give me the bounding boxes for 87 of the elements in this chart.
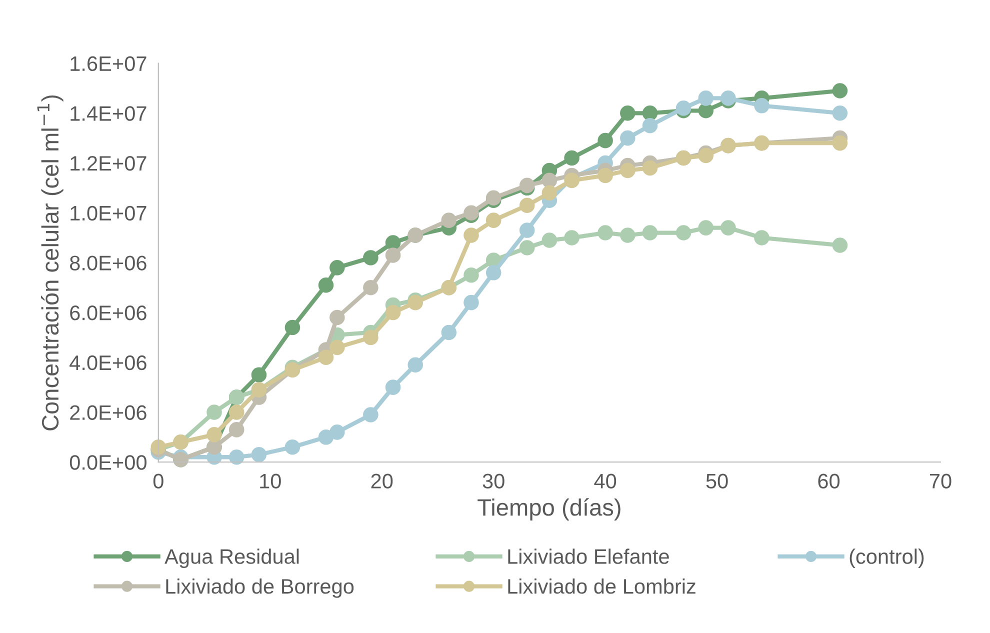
point — [564, 230, 580, 246]
x-axis-title: Tiempo (días) — [478, 498, 620, 520]
legend-label: Lixiviado de Lombriz — [508, 578, 696, 594]
y-tick-label: 1.2E+07 — [70, 156, 146, 171]
point — [408, 357, 424, 373]
point — [698, 90, 714, 106]
point — [330, 260, 345, 276]
y-tick-label: 4.0E+06 — [70, 355, 146, 370]
x-tick-label: 0 — [153, 474, 164, 489]
point — [385, 380, 401, 395]
y-tick-label: 8.0E+06 — [70, 256, 146, 270]
y-tick-label: 0.0E+00 — [70, 455, 146, 470]
legend-label: (control) — [850, 548, 924, 568]
point — [486, 265, 502, 280]
legend-label: Lixiviado de Borrego — [166, 578, 354, 598]
y-tick-label: 1.4E+07 — [70, 106, 146, 121]
point — [620, 162, 636, 178]
point — [519, 198, 535, 214]
point — [519, 240, 535, 256]
y-tick-label: 2.0E+06 — [70, 405, 146, 420]
point — [318, 430, 334, 445]
y-axis-title: Concentración celular (cel ml$^{−1}$) — [37, 95, 64, 430]
x-tick-label: 60 — [818, 474, 840, 489]
point — [363, 250, 378, 266]
point — [385, 235, 401, 250]
point — [330, 424, 345, 440]
point — [676, 225, 692, 240]
point — [542, 185, 558, 201]
point — [598, 225, 613, 240]
x-tick-label: 20 — [371, 474, 393, 489]
point — [284, 320, 300, 336]
point — [642, 106, 658, 121]
point — [620, 130, 636, 146]
point — [720, 220, 736, 236]
point — [564, 172, 580, 188]
point — [441, 212, 457, 228]
x-tick-label: 50 — [706, 474, 728, 489]
point — [464, 228, 479, 243]
point — [464, 294, 479, 310]
y-tick-label: 1.0E+07 — [70, 206, 146, 221]
point — [832, 238, 848, 253]
point — [284, 439, 300, 455]
point — [318, 277, 334, 293]
point — [206, 404, 222, 420]
point — [330, 340, 345, 356]
point — [251, 367, 267, 382]
y-tick-label: 6.0E+06 — [70, 306, 146, 320]
point — [642, 118, 658, 134]
point — [363, 330, 378, 346]
point — [385, 304, 401, 320]
point — [620, 106, 636, 121]
point — [564, 150, 580, 166]
point — [542, 172, 558, 188]
point — [598, 132, 613, 148]
point — [698, 103, 714, 118]
point — [832, 83, 848, 98]
point — [519, 222, 535, 238]
point — [698, 220, 714, 236]
point — [754, 230, 770, 246]
point — [363, 280, 378, 296]
point — [228, 422, 244, 438]
point — [385, 248, 401, 263]
point — [832, 106, 848, 121]
point — [206, 427, 222, 442]
point — [754, 98, 770, 114]
x-tick-label: 40 — [594, 474, 616, 489]
point — [318, 350, 334, 366]
point — [228, 449, 244, 465]
y-tick-label: 1.6E+07 — [70, 56, 146, 72]
point — [542, 232, 558, 248]
legend-label: Agua Residual — [164, 548, 299, 568]
legend-label: Lixiviado Elefante — [508, 548, 669, 564]
point — [228, 404, 244, 420]
x-tick-label: 10 — [260, 474, 281, 489]
point — [251, 446, 267, 462]
point — [620, 228, 636, 243]
point — [642, 160, 658, 176]
x-tick-label: 30 — [482, 474, 504, 489]
x-tick-label: 70 — [930, 474, 952, 489]
point — [832, 135, 848, 151]
point — [363, 407, 378, 422]
point — [441, 324, 457, 340]
point — [464, 268, 479, 283]
point — [642, 225, 658, 240]
point — [486, 212, 502, 228]
point — [330, 310, 345, 326]
point — [598, 168, 613, 184]
